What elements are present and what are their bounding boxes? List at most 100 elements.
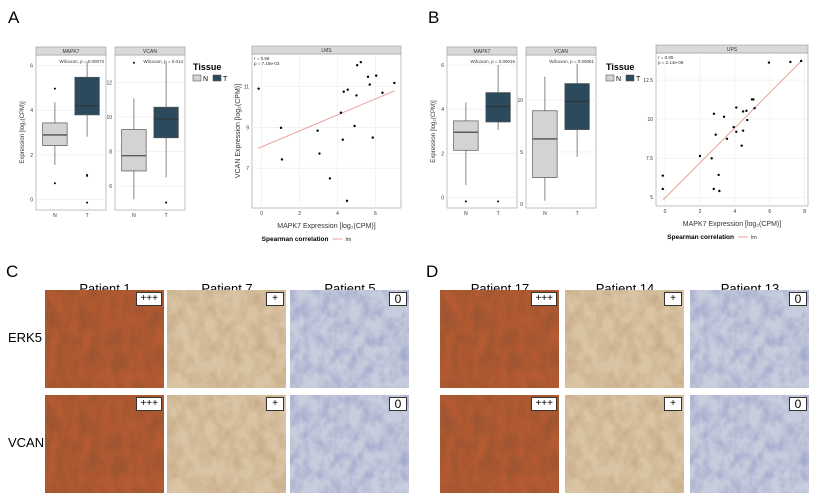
data-point (374, 74, 378, 77)
tissue-texture (290, 290, 409, 388)
legend-title: Spearman correlation (262, 236, 329, 243)
box-T (74, 76, 100, 116)
legend-item: T (636, 76, 641, 83)
charts-area: MAPK7 0 2 4 6 Expression [log₂(CPM)] Wilcoxon,… (20, 44, 809, 243)
x-axis-label: MAPK7 Expression [log₂(CPM)] (277, 223, 375, 230)
y-axis-label: Expression [log₂(CPM)] (431, 100, 437, 163)
data-point (740, 144, 743, 147)
strip-header (655, 44, 809, 54)
legend-swatch-N (605, 74, 615, 82)
data-point (712, 112, 716, 115)
x-tick-label: 4 (336, 211, 339, 217)
histology-image: + (167, 290, 286, 388)
tissue-texture (167, 290, 286, 388)
tissue-texture (440, 290, 559, 388)
outlier-point (53, 182, 56, 185)
legend-swatch-T (212, 74, 222, 82)
data-point (746, 118, 749, 122)
x-tick-label: 2 (699, 209, 702, 215)
strip-header (525, 46, 597, 56)
data-point (661, 174, 665, 177)
x-tick-label: N (543, 211, 547, 217)
y-tick-label: 12.5 (643, 78, 653, 84)
y-tick-label: 7 (246, 166, 249, 172)
y-tick-label: 2 (30, 153, 33, 159)
legend-item: N (203, 76, 208, 83)
data-point (741, 110, 745, 113)
tissue-texture (290, 395, 409, 493)
data-point (353, 124, 356, 128)
legend-item: lm (346, 237, 352, 243)
y-tick-label: 7.5 (646, 156, 653, 162)
data-point (722, 115, 726, 118)
staining-score-badge: + (664, 292, 682, 306)
tissue-legend-title: Tissue (606, 62, 634, 72)
data-point (257, 87, 260, 90)
box-T (564, 83, 590, 130)
x-tick-label: 6 (374, 211, 377, 217)
data-point (735, 130, 738, 133)
legend-item: N (616, 76, 621, 83)
p-annotation: p = 2.14e-06 (658, 60, 684, 65)
data-point (767, 61, 771, 64)
tissue-texture (565, 290, 684, 388)
strip-label: MAPK7 (474, 49, 491, 55)
y-axis-label: Expression [log₂(CPM)] (20, 101, 26, 164)
x-tick-label: N (132, 213, 136, 219)
data-point (752, 98, 755, 101)
lm-fit-line (257, 90, 395, 149)
histology-image: + (565, 395, 684, 493)
y-tick-label: 10 (647, 117, 653, 123)
data-point (345, 199, 349, 203)
x-axis-label: MAPK7 Expression [log₂(CPM)] (683, 221, 781, 228)
lm-fit-line (662, 60, 802, 200)
legend-swatch-T (625, 74, 635, 82)
x-tick-label: 2 (298, 211, 301, 217)
r-annotation: r = 0.85 (658, 55, 674, 60)
panel-label-c: C (6, 262, 19, 281)
data-point (356, 64, 359, 67)
wilcoxon-annotation: Wilcoxon, p = 0.00015 (470, 59, 515, 64)
outlier-point (132, 61, 135, 64)
data-point (698, 154, 702, 158)
strip-header (446, 46, 518, 56)
strip-label: VCAN (143, 49, 157, 55)
strip-label: MAPK7 (63, 49, 80, 55)
data-point (381, 91, 384, 94)
staining-score-badge: 0 (389, 397, 407, 411)
stain-row-label: VCAN (8, 435, 45, 450)
staining-score-badge: +++ (531, 397, 557, 411)
legend-item: T (223, 76, 228, 83)
tissue-texture (45, 395, 164, 493)
data-point (753, 106, 756, 110)
data-point (316, 129, 319, 132)
staining-score-badge: +++ (136, 292, 162, 306)
outlier-point (86, 174, 89, 177)
x-tick-label: T (497, 211, 500, 217)
data-point (710, 157, 713, 160)
data-point (359, 60, 363, 64)
y-tick-label: 10 (517, 98, 523, 104)
tissue-texture (690, 290, 809, 388)
staining-score-badge: + (266, 292, 284, 306)
data-point (799, 59, 803, 63)
y-tick-label: 12 (106, 80, 112, 86)
data-point (279, 126, 283, 130)
tissue-texture (440, 395, 559, 493)
data-point (341, 138, 345, 141)
data-point (393, 81, 396, 85)
histology-image: +++ (45, 290, 164, 388)
data-point (745, 109, 748, 113)
r-annotation: r = 0.58 (254, 56, 270, 61)
panel-label-a: A (8, 8, 20, 27)
box-N (42, 122, 68, 146)
data-point (717, 173, 720, 177)
y-tick-label: 9 (246, 125, 249, 131)
box-N (453, 120, 479, 151)
strip-header (114, 46, 186, 56)
x-tick-label: 0 (664, 209, 667, 215)
staining-score-badge: +++ (531, 292, 557, 306)
x-tick-label: 8 (803, 209, 806, 215)
y-tick-label: 0 (520, 202, 523, 208)
strip-label: VCAN (554, 49, 568, 55)
